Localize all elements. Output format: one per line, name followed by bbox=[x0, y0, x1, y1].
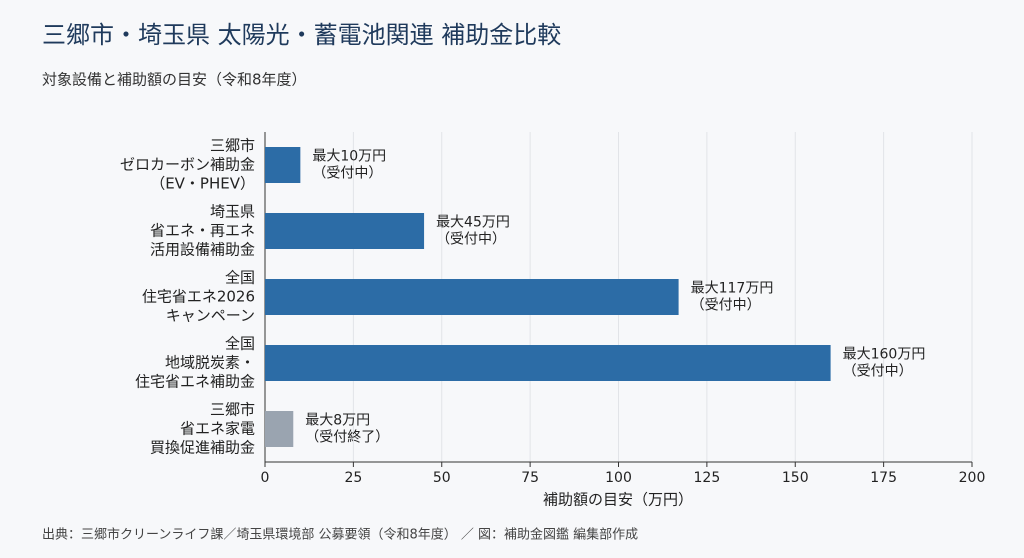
x-tick-label: 125 bbox=[694, 470, 721, 486]
bar bbox=[265, 147, 301, 183]
value-label: 最大117万円 bbox=[691, 281, 774, 297]
y-tick-label: （EV・PHEV） bbox=[150, 175, 255, 193]
value-label: （受付中） bbox=[843, 364, 913, 380]
y-tick-label: 省エネ・再エネ bbox=[150, 222, 255, 240]
x-tick-label: 175 bbox=[870, 470, 897, 486]
x-tick-label: 25 bbox=[344, 470, 362, 486]
y-tick-label: 三郷市 bbox=[210, 137, 255, 155]
y-tick-label: 三郷市 bbox=[210, 401, 255, 419]
bar bbox=[265, 279, 679, 315]
y-tick-label: 活用設備補助金 bbox=[150, 241, 255, 259]
value-label: 最大10万円 bbox=[312, 149, 386, 165]
y-tick-label: キャンペーン bbox=[166, 307, 255, 325]
bar bbox=[265, 345, 831, 381]
x-tick-label: 75 bbox=[521, 470, 539, 486]
y-tick-label: 住宅省エネ補助金 bbox=[135, 373, 255, 391]
value-label: （受付中） bbox=[312, 166, 382, 182]
value-label: 最大160万円 bbox=[843, 347, 926, 363]
chart-title: 三郷市・埼玉県 太陽光・蓄電池関連 補助金比較 bbox=[42, 21, 561, 49]
chart-subtitle: 対象設備と補助額の目安（令和8年度） bbox=[42, 71, 307, 89]
y-tick-label: ゼロカーボン補助金 bbox=[120, 156, 255, 174]
x-axis-label: 補助額の目安（万円） bbox=[543, 491, 693, 509]
y-tick-label: 地域脱炭素・ bbox=[165, 354, 255, 372]
y-tick-label: 買換促進補助金 bbox=[150, 439, 255, 457]
x-tick-label: 0 bbox=[261, 470, 270, 486]
x-tick-label: 200 bbox=[959, 470, 986, 486]
x-tick-label: 100 bbox=[605, 470, 632, 486]
value-label: 最大45万円 bbox=[436, 215, 510, 231]
bar bbox=[265, 213, 425, 249]
y-tick-label: 省エネ家電 bbox=[180, 420, 255, 438]
value-label: （受付中） bbox=[691, 298, 761, 314]
value-label: （受付中） bbox=[436, 232, 506, 248]
value-label: （受付終了） bbox=[305, 430, 389, 446]
x-tick-label: 150 bbox=[782, 470, 809, 486]
value-label: 最大8万円 bbox=[305, 413, 370, 429]
y-tick-label: 全国 bbox=[225, 335, 255, 353]
bar bbox=[265, 411, 294, 447]
y-tick-label: 住宅省エネ2026 bbox=[142, 288, 255, 306]
source-note: 出典：三郷市クリーンライフ課／埼玉県環境部 公募要領（令和8年度） ／ 図：補助… bbox=[42, 527, 638, 543]
x-tick-label: 50 bbox=[433, 470, 451, 486]
y-tick-label: 全国 bbox=[225, 269, 255, 287]
y-tick-label: 埼玉県 bbox=[210, 203, 255, 221]
